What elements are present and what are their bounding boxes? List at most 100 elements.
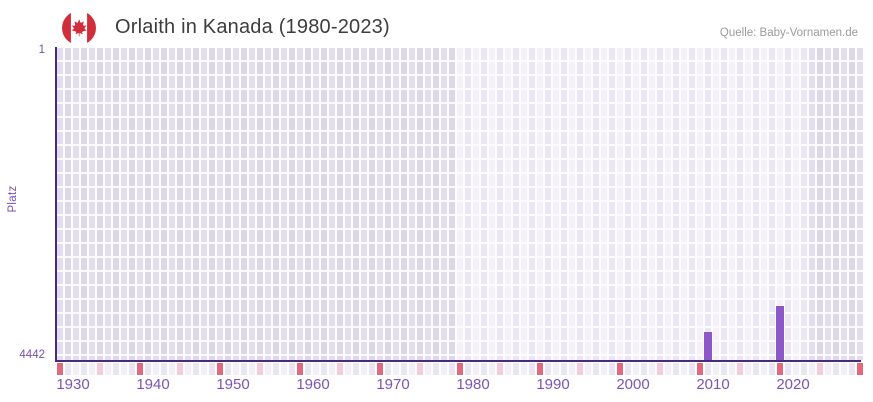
strip-cell-1933 [81,363,87,375]
strip-cell-2023 [801,363,807,375]
grid-column-1987 [513,48,519,360]
strip-cell-1938 [121,363,127,375]
grid-column-1963 [321,48,327,360]
strip-cell-1942 [153,363,159,375]
grid-column-1951 [225,48,231,360]
strip-cell-1935 [97,363,103,375]
strip-cell-2010 [697,363,703,375]
strip-cell-1931 [65,363,71,375]
strip-cell-1970 [377,363,383,375]
strip-cell-1937 [113,363,119,375]
grid-column-1995 [577,48,583,360]
strip-cell-2001 [625,363,631,375]
strip-cell-2029 [849,363,855,375]
x-tick-label-1970: 1970 [376,376,410,393]
grid-column-1992 [553,48,559,360]
grid-column-1939 [129,48,135,360]
strip-cell-1964 [329,363,335,375]
strip-cell-1932 [73,363,79,375]
grid-column-1952 [233,48,239,360]
strip-cell-1956 [265,363,271,375]
strip-cell-2012 [713,363,719,375]
strip-cell-1949 [209,363,215,375]
strip-cell-1971 [385,363,391,375]
maple-leaf-icon [71,19,87,37]
strip-cell-1996 [585,363,591,375]
strip-cell-1961 [305,363,311,375]
strip-cell-1999 [609,363,615,375]
grid-column-1935 [97,48,103,360]
strip-cell-1975 [417,363,423,375]
grid-column-1991 [545,48,551,360]
grid-column-1936 [105,48,111,360]
strip-cell-2024 [809,363,815,375]
grid-column-1993 [561,48,567,360]
grid-column-1940 [137,48,143,360]
grid-column-1972 [393,48,399,360]
strip-cell-1955 [257,363,263,375]
grid-column-1932 [73,48,79,360]
strip-cell-1982 [473,363,479,375]
grid-column-1962 [313,48,319,360]
grid-column-1990 [537,48,543,360]
grid-column-2002 [633,48,639,360]
strip-cell-2004 [649,363,655,375]
flag-red-left-band [62,11,71,45]
strip-cell-1962 [313,363,319,375]
strip-cell-1967 [353,363,359,375]
grid-column-1950 [217,48,223,360]
grid-column-1956 [265,48,271,360]
grid-column-1970 [377,48,383,360]
grid-column-1941 [145,48,151,360]
grid-column-1953 [241,48,247,360]
strip-cell-2011 [705,363,711,375]
grid-column-1938 [121,48,127,360]
strip-cell-2013 [721,363,727,375]
strip-cell-2030 [857,363,863,375]
strip-cell-2025 [817,363,823,375]
grid-column-1984 [489,48,495,360]
grid-column-1988 [521,48,527,360]
strip-cell-2008 [681,363,687,375]
grid-column-1974 [409,48,415,360]
grid-column-2003 [641,48,647,360]
strip-cell-1945 [177,363,183,375]
grid-column-2009 [689,48,695,360]
strip-cell-1969 [369,363,375,375]
grid-column-1989 [529,48,535,360]
source-label: Quelle: Baby-Vornamen.de [719,27,858,39]
strip-cell-1950 [217,363,223,375]
x-tick-label-1940: 1940 [136,376,170,393]
strip-cell-1968 [361,363,367,375]
grid-column-2005 [657,48,663,360]
strip-cell-2005 [657,363,663,375]
grid-column-1944 [169,48,175,360]
strip-cell-1978 [441,363,447,375]
grid-column-1985 [497,48,503,360]
grid-column-1961 [305,48,311,360]
strip-cell-1986 [505,363,511,375]
grid-column-1999 [609,48,615,360]
x-tick-label-2020: 2020 [776,376,810,393]
grid-column-2030 [857,48,863,360]
grid-column-1959 [289,48,295,360]
strip-cell-2015 [737,363,743,375]
grid-column-1954 [249,48,255,360]
grid-column-2000 [617,48,623,360]
strip-cell-1973 [401,363,407,375]
grid-column-1933 [81,48,87,360]
x-tick-label-1990: 1990 [536,376,570,393]
strip-cell-1979 [449,363,455,375]
grid-column-1947 [193,48,199,360]
grid-column-1957 [273,48,279,360]
grid-column-1942 [153,48,159,360]
grid-column-2014 [729,48,735,360]
strip-cell-2017 [753,363,759,375]
x-axis-labels: 1930 1940 1950 1960 1970 1980 1990 2000 2010 2020 [56,376,863,398]
grid-column-1967 [353,48,359,360]
grid-column-1966 [345,48,351,360]
grid-column-1975 [417,48,423,360]
grid-column-2018 [761,48,767,360]
strip-cell-2000 [617,363,623,375]
bottom-strip [57,363,863,375]
